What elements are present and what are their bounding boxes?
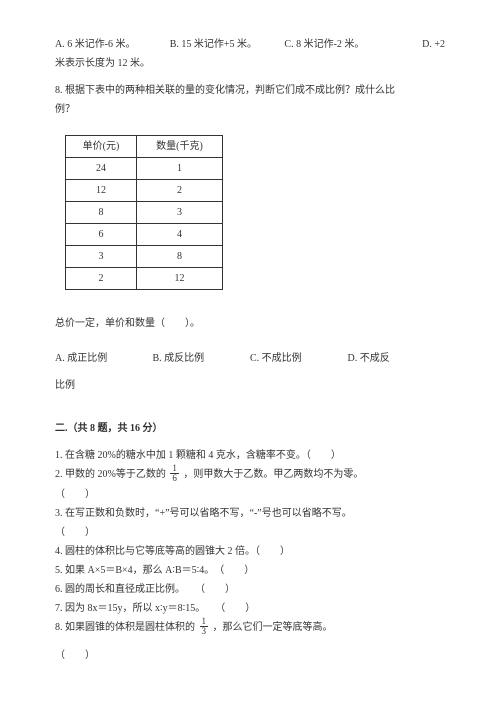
s2-q2: 2. 甲数的 20%等于乙数的 1 6 ，则甲数大于乙数。甲乙两数均不为零。 (55, 465, 445, 485)
table-cell: 2 (137, 180, 223, 202)
fraction-icon: 1 6 (168, 464, 181, 484)
table-row: 6 4 (66, 224, 223, 246)
table-row: 24 1 (66, 158, 223, 180)
q8-option-a: A. 成正比例 (55, 349, 153, 368)
table-cell: 4 (137, 224, 223, 246)
q7-option-d: D. +2 (399, 35, 445, 54)
q7-options: A. 6 米记作-6 米。 B. 15 米记作+5 米。 C. 8 米记作-2 … (55, 35, 445, 54)
table-header-qty: 数量(千克) (137, 136, 223, 158)
q7-option-a: A. 6 米记作-6 米。 (55, 35, 170, 54)
q8-sub: 总价一定，单价和数量（ ）。 (55, 314, 445, 333)
table-cell: 12 (137, 268, 223, 290)
s2-q2-paren: （ ） (55, 485, 445, 504)
s2-q6: 6. 圆的周长和直径成正比例。 （ ） (55, 580, 445, 599)
table-cell: 3 (66, 246, 137, 268)
q8-option-c: C. 不成比例 (250, 349, 348, 368)
q8-option-d: D. 不成反 (348, 349, 446, 368)
q8-option-b: B. 成反比例 (153, 349, 251, 368)
table-cell: 6 (66, 224, 137, 246)
q8-table: 单价(元) 数量(千克) 24 1 12 2 8 3 6 4 3 8 2 12 (65, 135, 223, 290)
table-cell: 8 (137, 246, 223, 268)
q8-prompt-line2: 例？ (55, 100, 445, 119)
s2-q3: 3. 在写正数和负数时，“+”号可以省略不写，“-”号也可以省略不写。 (55, 504, 445, 523)
q8-prompt-line1: 8. 根据下表中的两种相关联的量的变化情况，判断它们成不成比例？成什么比 (55, 81, 445, 100)
table-row: 2 12 (66, 268, 223, 290)
s2-q5: 5. 如果 A×5＝B×4，那么 A∶B＝5∶4。 （ ） (55, 561, 445, 580)
s2-q1: 1. 在含糖 20%的糖水中加 1 颗糖和 4 克水，含糖率不变。（ ） (55, 446, 445, 465)
q7-option-c: C. 8 米记作-2 米。 (284, 35, 399, 54)
frac-den: 3 (200, 627, 209, 636)
table-cell: 12 (66, 180, 137, 202)
table-row: 8 3 (66, 202, 223, 224)
s2-q2-text-a: 2. 甲数的 20%等于乙数的 (55, 469, 168, 480)
table-header-price: 单价(元) (66, 136, 137, 158)
table-cell: 3 (137, 202, 223, 224)
table-cell: 24 (66, 158, 137, 180)
s2-q8-text-a: 8. 如果圆锥的体积是圆柱体积的 (55, 622, 198, 633)
fraction-icon: 1 3 (198, 617, 211, 637)
s2-q8-text-b: ，那么它们一定等底等高。 (213, 622, 333, 633)
s2-q8: 8. 如果圆锥的体积是圆柱体积的 1 3 ，那么它们一定等底等高。 (55, 618, 445, 638)
table-cell: 8 (66, 202, 137, 224)
table-row: 12 2 (66, 180, 223, 202)
q7-option-b: B. 15 米记作+5 米。 (170, 35, 285, 54)
section2-title: 二.（共 8 题，共 16 分） (55, 419, 445, 438)
s2-q2-text-b: ，则甲数大于乙数。甲乙两数均不为零。 (183, 469, 363, 480)
page: A. 6 米记作-6 米。 B. 15 米记作+5 米。 C. 8 米记作-2 … (0, 0, 500, 707)
q8-option-d-cont: 比例 (55, 376, 445, 395)
s2-q4: 4. 圆柱的体积比与它等底等高的圆锥大 2 倍。（ ） (55, 542, 445, 561)
s2-q8-paren: （ ） (55, 646, 445, 665)
table-cell: 1 (137, 158, 223, 180)
q7-cont: 米表示长度为 12 米。 (55, 54, 445, 73)
q8-options: A. 成正比例 B. 成反比例 C. 不成比例 D. 不成反 (55, 349, 445, 368)
table-cell: 2 (66, 268, 137, 290)
s2-q7: 7. 因为 8x＝15y，所以 x∶y＝8∶15。 （ ） (55, 599, 445, 618)
frac-den: 6 (170, 474, 179, 483)
s2-q3-paren: （ ） (55, 523, 445, 542)
table-row: 3 8 (66, 246, 223, 268)
